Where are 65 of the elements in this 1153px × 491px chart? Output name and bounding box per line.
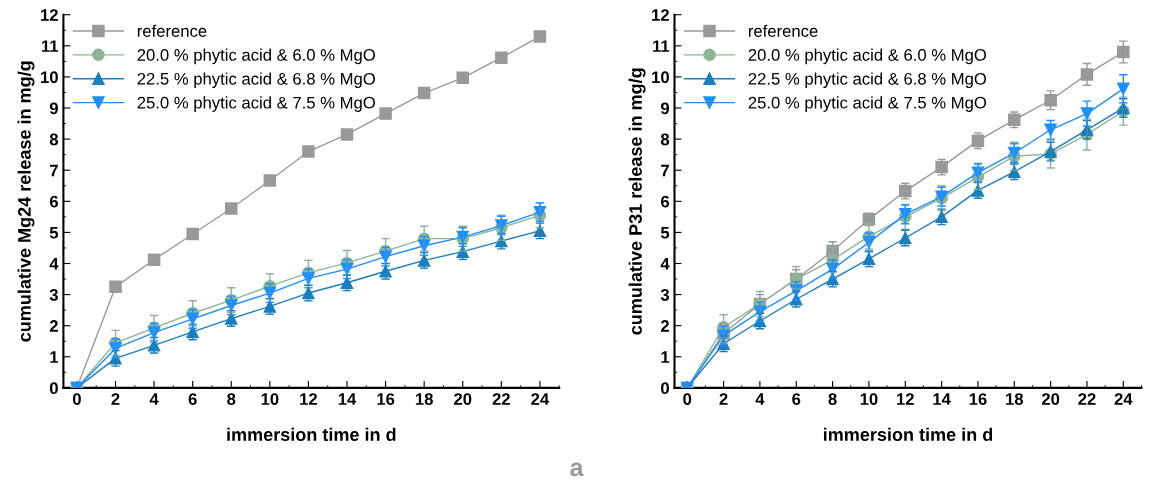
legend-label: 22.5 % phytic acid & 6.8 % MgO <box>748 72 987 89</box>
x-tick-label: 10 <box>261 393 279 405</box>
x-tick-label: 4 <box>149 393 159 405</box>
x-tick-label: 0 <box>683 393 692 405</box>
legend-label: 25.0 % phytic acid & 7.5 % MgO <box>748 96 987 112</box>
legend-label: reference <box>748 24 818 37</box>
y-tick-label: 7 <box>661 164 669 177</box>
y-tick-label: 9 <box>660 102 670 115</box>
x-tick-label: 2 <box>719 393 728 405</box>
y-tick-label: 12 <box>652 9 669 21</box>
y-tick-label: 6 <box>49 195 58 208</box>
x-tick-label: 16 <box>969 393 987 405</box>
y-tick-label: 1 <box>50 351 59 363</box>
y-tick-label: 3 <box>49 289 58 301</box>
x-tick-label: 8 <box>828 393 837 405</box>
y-tick-label: 9 <box>49 102 58 115</box>
y-tick-label: 10 <box>652 71 669 84</box>
y-tick-label: 1 <box>661 351 670 363</box>
legend-label: reference <box>137 24 207 37</box>
y-tick-label: 12 <box>41 9 58 21</box>
y-axis-title: cumulative P31 release in mg/g <box>628 68 646 335</box>
x-axis-title: immersion time in d <box>823 427 993 441</box>
legend-label: 22.5 % phytic acid & 6.8 % MgO <box>137 72 375 89</box>
y-tick-label: 4 <box>660 258 670 270</box>
x-tick-label: 24 <box>531 393 550 405</box>
y-tick-label: 0 <box>661 382 669 395</box>
x-tick-label: 14 <box>338 393 357 405</box>
x-tick-label: 6 <box>188 393 197 405</box>
y-axis-title: cumulative Mg24 release in mg/g <box>17 61 35 342</box>
x-tick-label: 18 <box>415 393 433 405</box>
y-tick-label: 2 <box>49 320 58 332</box>
x-tick-label: 24 <box>1114 393 1133 405</box>
y-tick-label: 2 <box>660 320 669 332</box>
x-tick-label: 20 <box>1041 393 1060 405</box>
y-tick-label: 3 <box>660 289 670 301</box>
y-tick-label: 8 <box>660 133 670 146</box>
x-tick-label: 10 <box>860 393 878 405</box>
y-tick-label: 8 <box>49 133 59 146</box>
x-tick-label: 12 <box>897 393 914 405</box>
x-tick-label: 16 <box>377 393 395 405</box>
y-tick-label: 0 <box>49 382 58 395</box>
legend-label: 25.0 % phytic acid & 7.5 % MgO <box>137 96 375 112</box>
x-tick-label: 22 <box>1078 393 1096 405</box>
y-tick-label: 7 <box>50 164 58 177</box>
x-tick-label: 6 <box>792 393 801 405</box>
x-tick-label: 2 <box>111 393 120 405</box>
x-tick-label: 8 <box>227 393 236 405</box>
x-tick-label: 14 <box>933 393 951 405</box>
x-tick-label: 20 <box>454 393 472 405</box>
y-tick-label: 5 <box>49 226 59 239</box>
legend-label: 20.0 % phytic acid & 6.0 % MgO <box>137 48 375 65</box>
x-tick-label: 22 <box>492 393 510 405</box>
x-tick-label: 18 <box>1006 393 1024 405</box>
y-tick-label: 4 <box>49 258 59 270</box>
y-tick-label: 6 <box>660 195 670 208</box>
y-tick-label: 11 <box>653 40 670 52</box>
x-tick-label: 4 <box>755 393 765 405</box>
text: a <box>570 462 584 477</box>
y-tick-label: 11 <box>41 40 59 52</box>
y-tick-label: 10 <box>41 71 58 84</box>
x-tick-label: 0 <box>72 393 81 405</box>
legend-label: 20.0 % phytic acid & 6.0 % MgO <box>748 48 987 65</box>
y-tick-label: 5 <box>660 226 670 239</box>
x-tick-label: 12 <box>300 393 318 405</box>
x-axis-title: immersion time in d <box>227 427 396 441</box>
